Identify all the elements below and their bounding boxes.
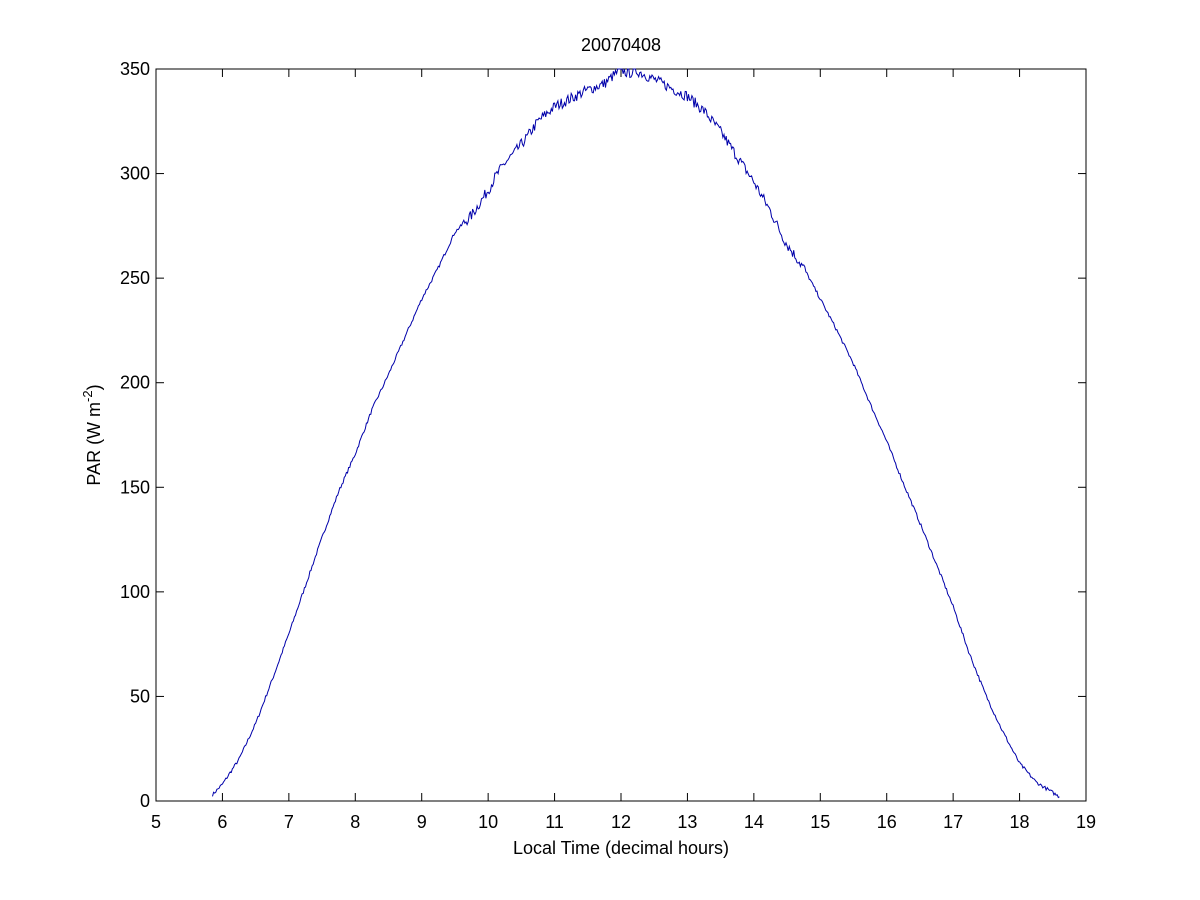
x-axis-label: Local Time (decimal hours) [513,838,729,858]
y-axis-label-prefix: PAR (W m [84,402,104,486]
y-tick-label: 300 [120,164,150,184]
plot-area [155,68,1087,802]
x-tick-label: 11 [545,812,564,832]
x-tick-label: 12 [611,812,631,832]
x-tick-label: 14 [744,812,764,832]
x-tick-label: 17 [943,812,963,832]
series-line [212,68,1060,799]
y-tick-label: 150 [120,477,150,497]
x-tick-label: 6 [217,812,227,832]
x-tick-label: 7 [284,812,294,832]
chart-title: 20070408 [581,35,661,55]
x-tick-label: 18 [1010,812,1030,832]
x-tick-label: 19 [1076,812,1096,832]
axis-ticks [155,68,1087,802]
x-tick-label: 15 [810,812,830,832]
x-tick-label: 13 [677,812,697,832]
x-tick-label: 8 [350,812,360,832]
y-tick-label: 200 [120,373,150,393]
x-tick-label: 9 [417,812,427,832]
x-tick-label: 10 [478,812,498,832]
y-tick-label: 250 [120,268,150,288]
y-axis-label: PAR (W m-2) [80,384,104,485]
y-axis-label-suffix: ) [84,384,104,390]
y-axis-label-superscript: -2 [80,390,95,402]
y-tick-label: 100 [120,582,150,602]
x-tick-label: 5 [151,812,161,832]
x-tick-label: 16 [877,812,897,832]
axis-tick-labels: 5 6 7 8 9 10 11 12 13 14 15 16 17 18 19 0 50 100 150 200 250… [120,59,1096,832]
y-tick-label: 0 [140,791,150,811]
y-tick-label: 50 [130,686,150,706]
y-tick-label: 350 [120,59,150,79]
